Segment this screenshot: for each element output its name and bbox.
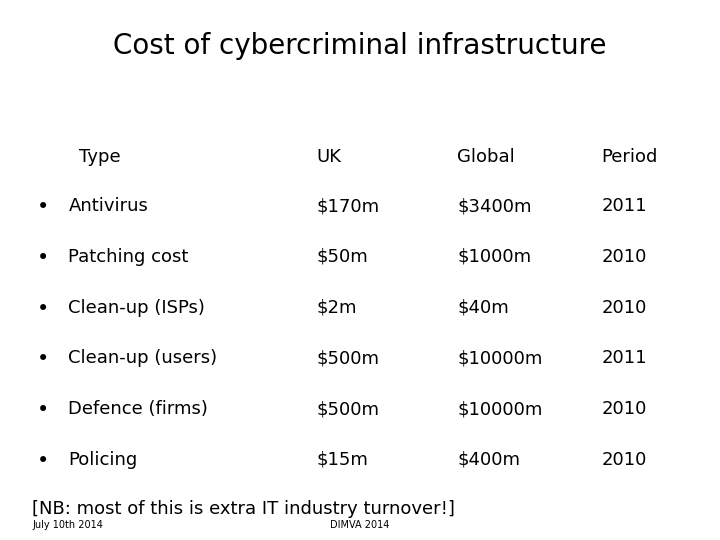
Text: Type: Type xyxy=(79,148,121,166)
Text: UK: UK xyxy=(317,148,342,166)
Text: $50m: $50m xyxy=(317,248,369,266)
Text: $15m: $15m xyxy=(317,451,369,469)
Text: $3400m: $3400m xyxy=(457,197,531,215)
Text: •: • xyxy=(37,349,50,369)
Text: 2010: 2010 xyxy=(601,400,647,418)
Text: •: • xyxy=(37,248,50,268)
Text: $1000m: $1000m xyxy=(457,248,531,266)
Text: •: • xyxy=(37,451,50,471)
Text: $400m: $400m xyxy=(457,451,521,469)
Text: •: • xyxy=(37,299,50,319)
Text: Cost of cybercriminal infrastructure: Cost of cybercriminal infrastructure xyxy=(113,32,607,60)
Text: Defence (firms): Defence (firms) xyxy=(68,400,208,418)
Text: $10000m: $10000m xyxy=(457,400,543,418)
Text: Clean-up (users): Clean-up (users) xyxy=(68,349,217,367)
Text: July 10th 2014: July 10th 2014 xyxy=(32,520,103,530)
Text: •: • xyxy=(37,400,50,420)
Text: DIMVA 2014: DIMVA 2014 xyxy=(330,520,390,530)
Text: Global: Global xyxy=(457,148,515,166)
Text: 2010: 2010 xyxy=(601,248,647,266)
Text: Clean-up (ISPs): Clean-up (ISPs) xyxy=(68,299,205,316)
Text: 2010: 2010 xyxy=(601,299,647,316)
Text: 2011: 2011 xyxy=(601,197,647,215)
Text: $40m: $40m xyxy=(457,299,509,316)
Text: 2011: 2011 xyxy=(601,349,647,367)
Text: 2010: 2010 xyxy=(601,451,647,469)
Text: Antivirus: Antivirus xyxy=(68,197,148,215)
Text: $500m: $500m xyxy=(317,349,380,367)
Text: $170m: $170m xyxy=(317,197,380,215)
Text: Period: Period xyxy=(601,148,657,166)
Text: •: • xyxy=(37,197,50,217)
Text: $500m: $500m xyxy=(317,400,380,418)
Text: $10000m: $10000m xyxy=(457,349,543,367)
Text: Policing: Policing xyxy=(68,451,138,469)
Text: Patching cost: Patching cost xyxy=(68,248,189,266)
Text: [NB: most of this is extra IT industry turnover!]: [NB: most of this is extra IT industry t… xyxy=(32,500,455,517)
Text: $2m: $2m xyxy=(317,299,357,316)
